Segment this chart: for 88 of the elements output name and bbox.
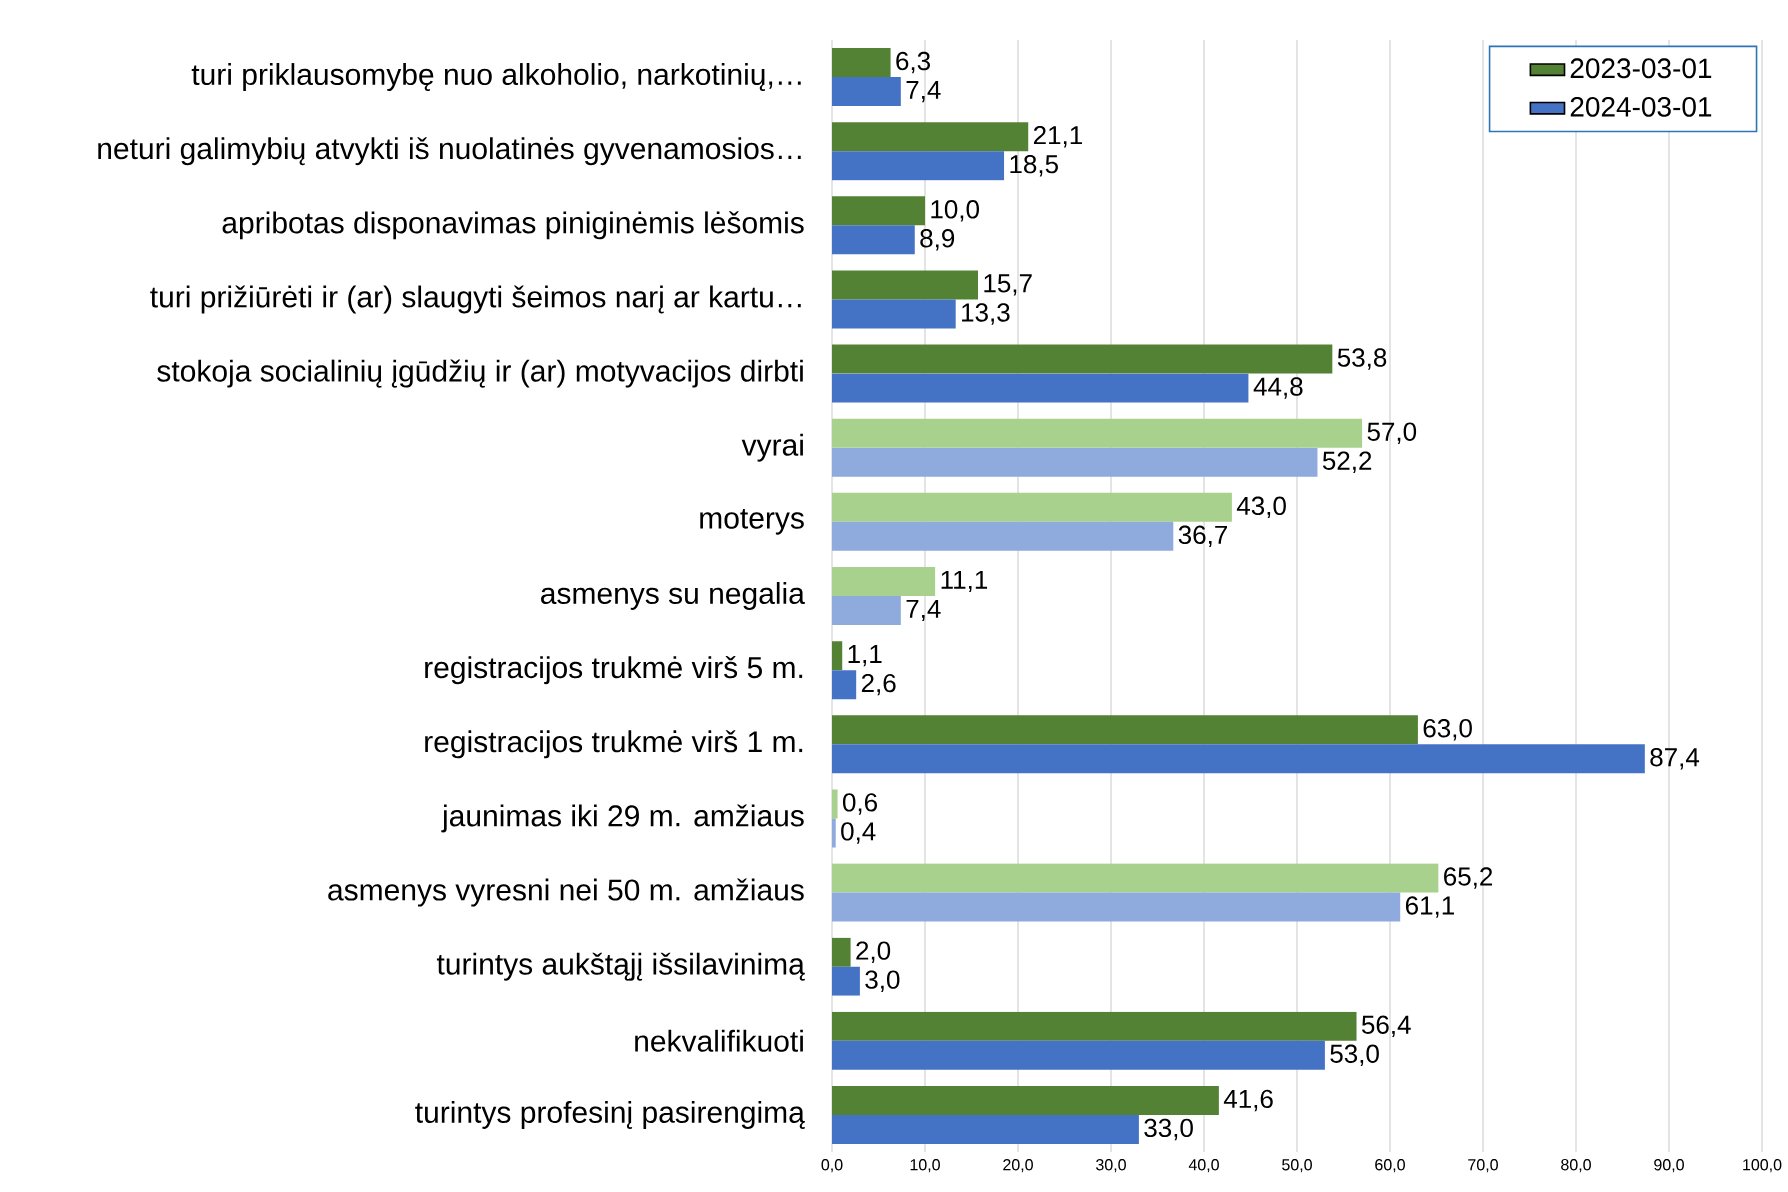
bar: [832, 744, 1645, 774]
bar: [832, 863, 1439, 893]
y-tick-label: registracijos trukmė virš 5 m.: [425, 656, 803, 685]
x-tick-label: 60,0: [1375, 1159, 1405, 1173]
bar: [832, 196, 925, 226]
bar: [832, 715, 1418, 745]
data-label: 3,0: [865, 970, 900, 992]
x-tick-label: 40,0: [1188, 1159, 1219, 1173]
bar: [832, 966, 860, 996]
y-tick-label: asmenys su negalia: [541, 582, 805, 610]
data-label: 65,2: [1444, 867, 1493, 889]
bar: [832, 492, 1232, 522]
bar: [832, 789, 838, 819]
data-label: 36,7: [1178, 525, 1227, 548]
data-label: 15,7: [984, 274, 1032, 296]
bar: [832, 1114, 1139, 1144]
y-tick-label: turintys profesinį pasirengimą: [415, 1100, 805, 1129]
data-label: 7,4: [906, 599, 941, 622]
x-tick-label: 20,0: [1003, 1159, 1033, 1173]
bar: [832, 596, 901, 625]
data-label: 53,8: [1337, 348, 1387, 370]
data-label: 6,3: [896, 51, 931, 74]
data-label: 57,0: [1367, 422, 1417, 444]
y-tick-label: asmenys vyresni nei 50 m. amžiaus: [328, 878, 804, 907]
x-tick-label: 90,0: [1654, 1159, 1684, 1173]
bar: [832, 670, 857, 700]
bar: [832, 77, 901, 107]
data-label: 56,4: [1361, 1015, 1411, 1038]
bar: [832, 1085, 1219, 1115]
bar: [832, 937, 851, 967]
bar: [832, 418, 1363, 448]
bar: [832, 521, 1174, 551]
bar: [832, 299, 956, 329]
bar: [832, 270, 979, 300]
data-label: 8,9: [920, 229, 955, 251]
y-tick-label: apribotas disponavimas piniginėmis lėšomis: [222, 211, 804, 240]
bar: [832, 122, 1029, 152]
data-label: 61,1: [1405, 896, 1454, 918]
bar: [832, 1040, 1325, 1070]
data-label: 11,1: [941, 570, 988, 593]
data-label: 2,0: [856, 941, 891, 963]
y-tick-label: turi prižiūrėti ir (ar) slaugyti šeimos narį ar kartu…: [150, 285, 801, 314]
x-tick-label: 50,0: [1282, 1159, 1312, 1173]
bar: [832, 892, 1401, 922]
data-label: 0,4: [841, 822, 876, 844]
data-label: 44,8: [1253, 377, 1303, 399]
data-label: 52,2: [1322, 451, 1372, 473]
bar: [832, 641, 843, 671]
x-tick-label: 10,0: [910, 1159, 940, 1173]
data-label: 13,3: [962, 303, 1010, 325]
y-tick-label: stokoja socialinių įgūdžių ir (ar) motyvacijos dirbti: [157, 359, 803, 388]
data-label: 10,0: [931, 200, 979, 222]
x-tick-label: 30,0: [1096, 1159, 1126, 1173]
bar: [832, 48, 891, 78]
bar: [832, 225, 915, 255]
data-label: 2,6: [861, 673, 896, 696]
data-label: 0,6: [842, 793, 877, 815]
legend-label: 2023-03-01: [1570, 58, 1712, 79]
y-tick-label: registracijos trukmė virš 1 m.: [425, 730, 803, 759]
data-label: 53,0: [1330, 1044, 1379, 1067]
data-label: 43,0: [1236, 496, 1286, 519]
data-label: 63,0: [1423, 719, 1472, 741]
legend-label: 2024-03-01: [1570, 96, 1712, 117]
y-tick-label: moterys: [700, 509, 804, 535]
x-tick-label: 0,0: [821, 1159, 843, 1173]
data-label: 21,1: [1033, 125, 1082, 148]
y-tick-label: turi priklausomybę nuo alkoholio, narkotinių,…: [191, 63, 801, 92]
data-label: 7,4: [906, 80, 941, 103]
y-tick-label: turintys aukštąjį išsilavinimą: [436, 952, 805, 981]
data-label: 87,4: [1650, 748, 1700, 770]
data-label: 1,1: [848, 645, 882, 667]
x-tick-label: 70,0: [1468, 1159, 1498, 1173]
bar: [832, 818, 836, 848]
y-tick-label: jaunimas iki 29 m. amžiaus: [441, 804, 804, 833]
bar: [832, 373, 1249, 403]
x-tick-label: 80,0: [1561, 1159, 1591, 1173]
bar: [832, 151, 1005, 181]
bar: [832, 567, 936, 596]
y-tick-label: vyrai: [741, 433, 803, 462]
y-tick-label: neturi galimybių atvykti iš nuolatinės gyvenamosios…: [98, 137, 801, 166]
data-label: 18,5: [1010, 154, 1058, 177]
bar: [832, 1011, 1357, 1041]
data-label: 41,6: [1223, 1089, 1273, 1112]
bar: [832, 447, 1318, 477]
data-label: 33,0: [1144, 1118, 1193, 1141]
y-tick-label: nekvalifikuoti: [635, 1029, 803, 1052]
bar: [832, 344, 1333, 374]
x-tick-label: 100,0: [1743, 1159, 1782, 1173]
